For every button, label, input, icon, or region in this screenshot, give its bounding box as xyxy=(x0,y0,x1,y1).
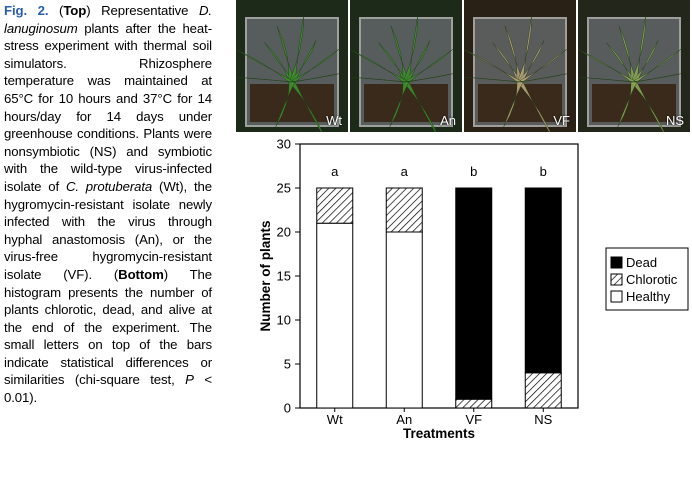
x-tick-label: NS xyxy=(534,412,552,427)
bar-segment-chlorotic xyxy=(316,187,354,224)
caption-text: (Wt), the hygromycin-resistant isolate n… xyxy=(4,178,212,282)
figure-number: Fig. 2. xyxy=(4,3,49,18)
bar-segment-dead xyxy=(455,187,493,400)
caption-pvalue: P xyxy=(185,372,194,388)
legend-label: Healthy xyxy=(626,289,671,304)
x-tick-label: Wt xyxy=(327,412,343,427)
legend-swatch-chlorotic xyxy=(610,273,623,286)
plant-photo-image xyxy=(464,0,576,132)
legend-label: Chlorotic xyxy=(626,272,678,287)
x-tick-label: VF xyxy=(465,412,482,427)
plant-photo-an: An xyxy=(350,0,462,132)
bar-segment-healthy xyxy=(316,222,354,409)
x-tick-label: An xyxy=(396,412,412,427)
photo-label: NS xyxy=(665,113,684,128)
caption-text: ) Representative xyxy=(86,3,199,18)
plant-photo-ns: NS xyxy=(578,0,690,132)
y-tick-label: 5 xyxy=(284,357,291,372)
plant-photo-image xyxy=(350,0,462,132)
bar-segment-chlorotic xyxy=(455,398,493,409)
bar-segment-chlorotic xyxy=(385,187,423,233)
x-axis-label: Treatments xyxy=(403,426,475,441)
plant-photo-image xyxy=(236,0,348,132)
bar-segment-dead xyxy=(524,187,562,374)
legend-swatch-dead xyxy=(610,256,623,269)
caption-bottom-label: Bottom xyxy=(118,266,164,282)
caption-fungus: C. protuberata xyxy=(65,178,153,194)
y-tick-label: 10 xyxy=(277,313,291,328)
plant-photo-wt: Wt xyxy=(236,0,348,132)
y-tick-label: 0 xyxy=(284,401,291,416)
caption-species: D. lanuginosum xyxy=(4,3,212,36)
plant-photo-vf: VF xyxy=(464,0,576,132)
photo-label: An xyxy=(440,113,456,128)
y-tick-label: 15 xyxy=(277,269,291,284)
bar-segment-healthy xyxy=(385,231,423,409)
significance-letter: a xyxy=(331,164,339,179)
significance-letter: a xyxy=(401,164,409,179)
y-tick-label: 20 xyxy=(277,225,291,240)
plant-photo-image xyxy=(578,0,690,132)
legend-swatch-healthy xyxy=(610,290,623,303)
legend-label: Dead xyxy=(626,255,657,270)
figure-caption: Fig. 2. (Top) Representative D. lanugino… xyxy=(4,2,212,407)
y-tick-label: 25 xyxy=(277,181,291,196)
stacked-bar-chart: 0 5 10 15 20 25 30 a Wt a An b VF b NS Treatments Number… xyxy=(258,137,689,441)
photo-label: VF xyxy=(553,113,570,128)
caption-text: ) The histogram presents the number of p… xyxy=(4,266,212,388)
y-tick-label: 30 xyxy=(277,137,291,152)
caption-text: < 0.01). xyxy=(4,372,212,406)
photo-label: Wt xyxy=(326,113,342,128)
caption-text: ( xyxy=(48,3,64,18)
caption-text: plants after the heat-stress experiment … xyxy=(4,20,212,194)
y-axis-label: Number of plants xyxy=(258,220,273,331)
caption-top-label: Top xyxy=(63,3,87,18)
bar-segment-chlorotic xyxy=(524,372,562,409)
plant-photo-strip: Wt An VF NS xyxy=(236,0,690,132)
significance-letter: b xyxy=(470,164,477,179)
significance-letter: b xyxy=(540,164,547,179)
